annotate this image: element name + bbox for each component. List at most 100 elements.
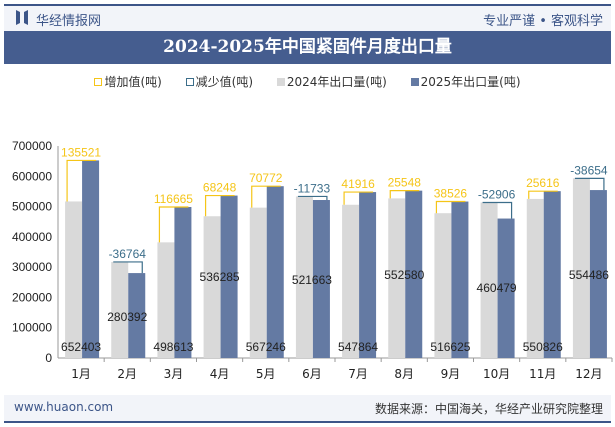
bottom-border [4,421,611,423]
x-tick-label: 5月 [256,367,276,381]
value-label-2025: 521663 [292,273,332,287]
legend-2024: 2024年出口量(吨) [276,75,387,89]
bar-2025 [312,200,330,358]
footer: www.huaon.com 数据来源：中国海关，华经产业研究院整理 [4,395,611,421]
bar-2024 [65,201,83,358]
difference-label: 25616 [526,176,560,190]
legend-label: 增加值(吨) [104,75,162,89]
value-label-2025: 552580 [384,268,424,282]
bar-2024 [203,216,221,358]
x-tick-label: 1月 [71,367,91,381]
bar-2024 [295,196,313,358]
bar-2024 [111,261,129,358]
legend-2025: 2025年出口量(吨) [410,75,521,89]
legend-swatch-increase [94,78,103,86]
increase-bracket [158,206,189,243]
y-tick-label: 0 [45,351,52,365]
difference-label: -36764 [109,247,147,261]
header: 华经情报网 专业严谨 • 客观科学 [4,6,611,31]
data-source: 数据来源：中国海关，华经产业研究院整理 [374,402,603,416]
bar-2025 [589,190,607,358]
value-label-2025: 280392 [107,310,147,324]
bar-2024 [572,178,590,358]
difference-label: 38526 [434,187,468,201]
legend-label: 2024年出口量(吨) [286,75,387,89]
bar-2025 [405,190,423,358]
x-tick-label: 7月 [348,367,368,381]
difference-label: 135521 [61,145,101,159]
bar-2024 [249,207,267,358]
bar-2024 [388,198,406,358]
y-tick-label: 600000 [12,169,52,183]
bar-2025 [220,195,238,358]
value-label-2025: 567246 [246,340,286,354]
logo-icon [16,10,28,25]
legend-decrease: 减少值(吨) [185,75,254,89]
y-tick-label: 400000 [12,230,52,244]
increase-bracket [66,159,97,202]
x-tick-label: 3月 [164,367,184,381]
y-tick-label: 700000 [12,139,52,153]
value-label-2025: 498613 [153,340,193,354]
x-tick-label: 8月 [394,367,414,381]
legend-swatch-2025 [410,78,419,86]
difference-label: -52906 [478,188,516,202]
bar-2024 [480,202,498,358]
difference-label: 25548 [388,176,422,190]
value-label-2025: 460479 [477,281,517,295]
x-tick-label: 6月 [302,367,322,381]
legend-label: 减少值(吨) [195,75,254,89]
y-tick-label: 500000 [12,200,52,214]
decrease-bracket [113,261,143,274]
brand-name: 华经情报网 [36,14,102,29]
decrease-bracket [574,177,605,191]
value-label-2025: 554486 [569,268,609,282]
value-label-2025: 652403 [61,340,101,354]
bar-2025 [266,186,284,358]
site-url[interactable]: www.huaon.com [14,400,114,414]
value-label-2025: 536285 [200,270,240,284]
increase-bracket [204,194,235,217]
legend-increase: 增加值(吨) [94,75,162,89]
bar-2025 [174,206,192,358]
bar-2024 [434,213,452,358]
bar-2024 [526,198,544,358]
difference-label: 41916 [341,177,375,191]
bar-2025 [451,201,469,358]
difference-label: 116665 [154,192,193,206]
bar-2025 [82,160,100,358]
y-tick-label: 100000 [12,321,52,335]
y-tick-label: 300000 [12,260,52,274]
bar-2025 [543,191,561,358]
x-tick-label: 12月 [575,367,602,381]
legend-label: 2025年出口量(吨) [420,75,521,89]
bar-2024 [157,242,175,358]
legend-swatch-2024 [276,78,285,86]
value-label-2025: 516625 [430,340,470,354]
increase-bracket [343,191,374,205]
chart-title: 2024-2025年中国紧固件月度出口量 [4,31,611,64]
x-tick-label: 11月 [529,367,556,381]
x-tick-label: 4月 [210,367,230,381]
x-tick-label: 2月 [117,367,137,381]
top-border [4,4,611,6]
x-tick-label: 9月 [441,367,461,381]
difference-label: -11733 [294,181,331,195]
increase-bracket [251,185,281,208]
y-tick-label: 200000 [12,290,52,304]
decrease-bracket [297,195,328,201]
value-label-2025: 550826 [523,340,563,354]
bar-2025 [497,218,515,358]
bar-2025 [359,192,377,358]
legend: 增加值(吨) 减少值(吨) 2024年出口量(吨) 2025年出口量(吨) [0,73,615,90]
decrease-bracket [482,201,513,219]
slogan: 专业严谨 • 客观科学 [483,14,603,29]
increase-bracket [435,200,466,214]
bar-2024 [342,204,360,358]
bar-2025 [128,273,146,358]
increase-bracket [528,190,558,199]
difference-label: 70772 [249,171,283,185]
legend-swatch-decrease [185,78,194,86]
difference-label: -38654 [570,163,608,177]
